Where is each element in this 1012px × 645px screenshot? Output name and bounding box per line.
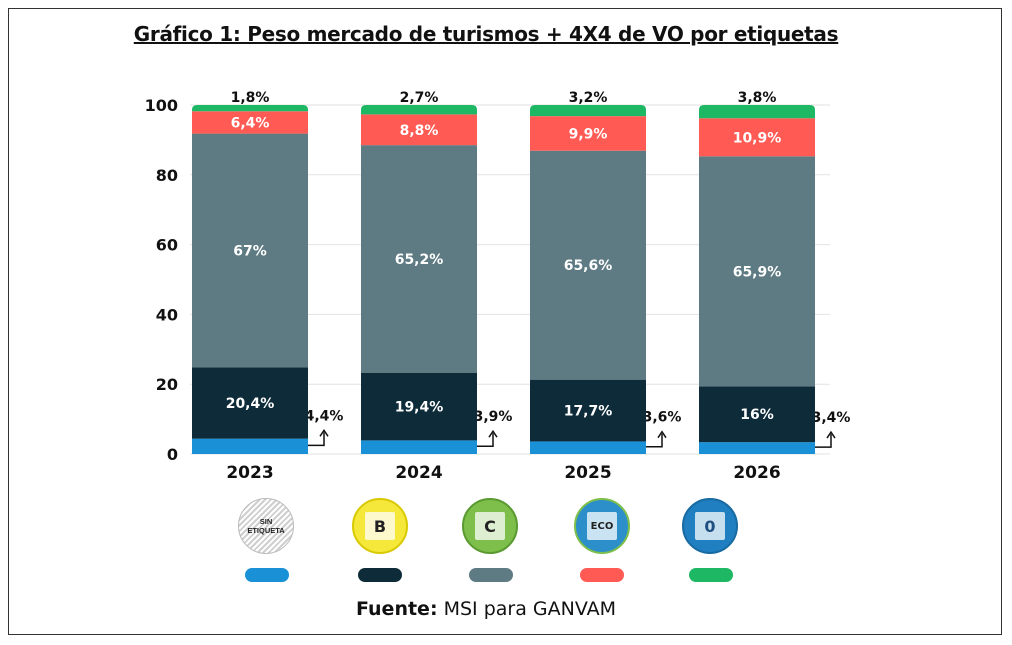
- source-label: Fuente:: [356, 598, 438, 620]
- y-tick-label: 0: [167, 445, 178, 464]
- callout-line: [646, 433, 663, 448]
- callout-line: [477, 433, 494, 447]
- bar-segment-c: [530, 150, 646, 380]
- data-label: 3,8%: [738, 90, 777, 106]
- data-label: 8,8%: [400, 123, 439, 139]
- bar-segment-eco: [361, 114, 477, 146]
- data-label: 17,7%: [564, 404, 613, 420]
- zero-badge-icon: 0: [682, 498, 738, 554]
- source-note: Fuente: MSI para GANVAM: [0, 598, 972, 620]
- bar-segment-b: [361, 372, 477, 441]
- bar-segment-sin_etiqueta: [530, 441, 646, 454]
- bar-segment-zero: [530, 105, 646, 117]
- bar-segment-sin_etiqueta: [699, 442, 815, 454]
- data-label: 6,4%: [231, 115, 270, 131]
- callout-line: [308, 432, 325, 447]
- data-label: 10,9%: [733, 130, 782, 146]
- y-tick-label: 40: [156, 305, 178, 324]
- eco-badge-icon: ECO: [574, 498, 630, 554]
- data-label: 3,6%: [643, 410, 682, 426]
- source-text: MSI para GANVAM: [443, 598, 616, 620]
- data-label: 67%: [233, 244, 267, 260]
- y-tick-label: 20: [156, 375, 178, 394]
- bar-segment-c: [699, 156, 815, 387]
- x-category-label: 2025: [564, 463, 611, 483]
- chart-title: Gráfico 1: Peso mercado de turismos + 4X…: [133, 22, 839, 46]
- bar-segment-eco: [699, 118, 815, 157]
- data-label: 20,4%: [226, 396, 275, 412]
- bar-segment-zero: [361, 105, 477, 115]
- b-badge-letter: B: [365, 512, 395, 540]
- data-label: 9,9%: [569, 126, 608, 142]
- bar-segment-zero: [699, 105, 815, 119]
- bar-segment-sin_etiqueta: [192, 438, 308, 454]
- callout-arrow: [826, 430, 836, 439]
- y-tick-label: 100: [145, 96, 178, 115]
- data-label: 3,9%: [474, 409, 513, 425]
- data-label: 4,4%: [305, 408, 344, 424]
- bar-segment-c: [192, 133, 308, 368]
- callout-line: [815, 434, 832, 448]
- b-badge-icon: B: [352, 498, 408, 554]
- data-label: 65,2%: [395, 252, 444, 268]
- data-label: 65,9%: [733, 264, 782, 280]
- data-label: 19,4%: [395, 400, 444, 416]
- bar-segment-b: [530, 379, 646, 442]
- legend-swatch-sin-etiqueta: [245, 568, 289, 582]
- sin-etiqueta-badge-icon: SIN ETIQUETA: [238, 498, 294, 554]
- c-badge-icon: C: [462, 498, 518, 554]
- chart-frame: [8, 8, 1002, 635]
- y-tick-label: 60: [156, 236, 178, 255]
- zero-badge-letter: 0: [695, 512, 725, 540]
- legend-swatch-c: [469, 568, 513, 582]
- c-badge-letter: C: [475, 512, 505, 540]
- x-category-label: 2024: [395, 463, 442, 483]
- x-category-label: 2023: [226, 463, 273, 483]
- data-label: 3,4%: [812, 410, 851, 426]
- y-tick-label: 80: [156, 166, 178, 185]
- sin-etiqueta-text: SIN ETIQUETA: [247, 517, 285, 535]
- data-label: 3,2%: [569, 90, 608, 106]
- bar-segment-zero: [192, 105, 308, 112]
- callout-arrow: [488, 429, 498, 438]
- data-label: 65,6%: [564, 258, 613, 274]
- bar-segment-c: [361, 145, 477, 373]
- bar-segment-sin_etiqueta: [361, 440, 477, 454]
- data-label: 1,8%: [231, 90, 270, 106]
- legend: SIN ETIQUETA B C ECO 0: [0, 498, 1012, 588]
- bar-segment-eco: [192, 111, 308, 134]
- eco-badge-letter: ECO: [587, 512, 617, 540]
- bar-segment-b: [192, 367, 308, 439]
- legend-swatch-eco: [580, 568, 624, 582]
- callout-arrow: [657, 430, 667, 439]
- data-label: 2,7%: [400, 90, 439, 106]
- legend-swatch-b: [358, 568, 402, 582]
- data-label: 16%: [740, 407, 774, 423]
- callout-arrow: [319, 428, 329, 437]
- bar-segment-b: [699, 386, 815, 443]
- legend-swatch-zero: [689, 568, 733, 582]
- x-category-label: 2026: [733, 463, 780, 483]
- bar-segment-eco: [530, 116, 646, 151]
